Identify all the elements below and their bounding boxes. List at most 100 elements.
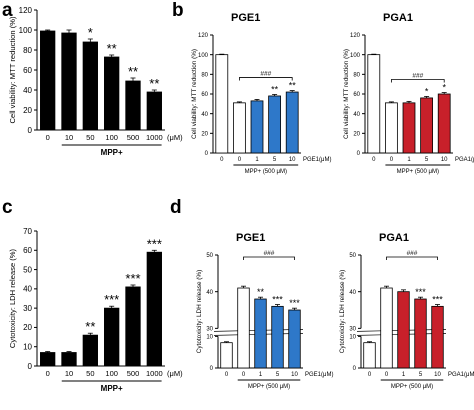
panel-a-1-unit-label: (μM) bbox=[167, 133, 183, 142]
panel-a-1-y-tick-label: 80 bbox=[23, 46, 32, 55]
panel-a-1-bar bbox=[40, 30, 56, 131]
panel-b-3-x-tick-label: 5 bbox=[425, 157, 429, 163]
panel-c-4-y-tick-label: 20 bbox=[23, 323, 32, 332]
panel-c-4-bar bbox=[125, 286, 141, 367]
panel-d-5-x-tick-label: 1 bbox=[259, 372, 263, 378]
panel-d-5-bar bbox=[288, 309, 301, 369]
panel-a-1-bar bbox=[104, 56, 120, 131]
panel-b-2-bar bbox=[233, 102, 246, 154]
panel-b-3-y-tick-label: 20 bbox=[353, 131, 360, 137]
panel-d-5-significance-mark: *** bbox=[289, 298, 300, 308]
panel-b-2-significance-mark: ** bbox=[289, 81, 297, 91]
panel-d-5-y-tick-label: 30 bbox=[206, 326, 213, 332]
panel-a-1-bar bbox=[61, 32, 77, 131]
panel-d-5-group-label: MPP+ (500 μM) bbox=[248, 384, 290, 390]
panel-d-6-x-tick-label: 0 bbox=[385, 372, 389, 378]
panel-b-3-significance-mark: * bbox=[425, 86, 429, 96]
panel-d-6-y-tick-label: 10 bbox=[349, 334, 356, 340]
panel-d-5-y-axis-title: Cytotoxicity: LDH release (%) bbox=[196, 270, 203, 353]
panel-d-6-y-axis-title: Cytotoxicity: LDH release (%) bbox=[339, 270, 346, 353]
panel-d-5-x-tick-label: 0 bbox=[242, 372, 246, 378]
panel-d-6-bar bbox=[414, 298, 427, 369]
panel-b-3-bar bbox=[437, 93, 451, 154]
panel-c-4-y-tick-label: 50 bbox=[23, 265, 32, 274]
panel-b-3-title: PGA1 bbox=[383, 12, 413, 24]
panel-b-3-y-tick-label: 120 bbox=[350, 33, 361, 39]
panel-b-3-bracket bbox=[390, 79, 445, 83]
panel-d-6-x-tick-label: 1 bbox=[402, 372, 406, 378]
panel-b-3-y-tick-label: 40 bbox=[353, 112, 360, 118]
panel-b-2-x-tick-label: 1 bbox=[255, 157, 259, 163]
panel-b-2-bar bbox=[215, 54, 229, 154]
panel-a-1-bar bbox=[82, 41, 98, 131]
panel-c-4-x-tick-label: 1000 bbox=[146, 369, 163, 378]
panel-c-4-x-tick-label: 0 bbox=[46, 369, 50, 378]
panel-c-4-bar bbox=[61, 352, 77, 367]
panel-a-1-x-tick-label: 1000 bbox=[146, 133, 163, 142]
panel-c-4-x-tick-label: 100 bbox=[105, 369, 118, 378]
panel-b-2-y-tick-label: 100 bbox=[198, 53, 209, 59]
panel-d-6-y-tick-label: 30 bbox=[349, 326, 356, 332]
panel-d-5-treatment-label: PGE1(μM) bbox=[305, 372, 333, 378]
panel-b-3-significance-mark: * bbox=[442, 83, 446, 93]
panel-a-1-y-tick-label: 60 bbox=[23, 66, 32, 75]
panel-b-2-bar bbox=[285, 91, 299, 154]
panel-letter-c: c bbox=[2, 197, 13, 218]
panel-a-1-group-label: MPP+ bbox=[101, 148, 123, 157]
panel-d-6-title: PGA1 bbox=[379, 232, 409, 244]
panel-d-5-significance-mark: *** bbox=[272, 295, 283, 305]
panel-d-6-significance-mark: *** bbox=[415, 287, 426, 297]
panel-b-3-bar bbox=[420, 97, 433, 154]
panel-d-6-bracket-label: ### bbox=[407, 250, 418, 257]
panel-b-2-treatment-label: PGE1(μM) bbox=[303, 157, 331, 163]
panel-d-5-significance-mark: ** bbox=[257, 287, 265, 297]
panel-b-3-x-tick-label: 0 bbox=[372, 157, 376, 163]
panel-a-1-bar bbox=[146, 91, 162, 131]
panel-b-2-title: PGE1 bbox=[231, 12, 260, 24]
panel-a-1-y-tick-label: 100 bbox=[19, 26, 33, 35]
panel-a-1-y-tick-label: 120 bbox=[19, 6, 33, 15]
panel-d-5-bracket-label: ### bbox=[264, 250, 275, 257]
panel-c-4-significance-mark: *** bbox=[104, 292, 119, 307]
panel-b-3-y-tick-label: 100 bbox=[350, 53, 361, 59]
panel-d-6-group-label: MPP+ (500 μM) bbox=[391, 384, 433, 390]
panel-a-1-x-tick-label: 0 bbox=[46, 133, 50, 142]
panel-b-3-bar bbox=[367, 54, 381, 154]
panel-letter-b: b bbox=[172, 0, 184, 21]
panel-b-2-y-tick-label: 20 bbox=[201, 131, 208, 137]
panel-a-1-x-tick-label: 100 bbox=[105, 133, 118, 142]
panel-c-4-y-tick-label: 10 bbox=[23, 343, 32, 352]
panel-a-1-significance-mark: * bbox=[88, 25, 93, 40]
panel-b-2-significance-mark: ** bbox=[271, 84, 279, 94]
panel-a-1-y-tick-label: 20 bbox=[23, 106, 32, 115]
panel-b-2-x-tick-label: 5 bbox=[273, 157, 277, 163]
panel-a-1-significance-mark: ** bbox=[128, 64, 138, 79]
panel-b-2-bar bbox=[268, 95, 281, 154]
panel-b-3-x-tick-label: 0 bbox=[390, 157, 394, 163]
panel-b-2-y-tick-label: 60 bbox=[201, 92, 208, 98]
panel-d-5-bar bbox=[271, 305, 284, 369]
panel-b-3-y-tick-label: 80 bbox=[353, 72, 360, 78]
panel-d-6-bar bbox=[431, 305, 444, 369]
panel-c-4-y-tick-label: 70 bbox=[23, 227, 32, 236]
panel-b-2-bar bbox=[250, 100, 264, 154]
panel-d-6-x-tick-label: 0 bbox=[368, 372, 372, 378]
panel-c-4-y-tick-label: 40 bbox=[23, 285, 32, 294]
panel-d-6-significance-mark: *** bbox=[432, 295, 443, 305]
panel-b-2-y-tick-label: 0 bbox=[205, 151, 209, 157]
panel-c-4-bar bbox=[104, 307, 120, 367]
panel-b-3-y-axis-title: Cell viability: MTT reduction (%) bbox=[343, 49, 350, 139]
panel-b-3-y-tick-label: 60 bbox=[353, 92, 360, 98]
panel-d-6-y-tick-label: 0 bbox=[353, 366, 357, 372]
panel-d-5-x-tick-label: 5 bbox=[276, 372, 280, 378]
panel-c-4-y-tick-label: 30 bbox=[23, 304, 32, 313]
panel-a-1-x-tick-label: 500 bbox=[127, 133, 140, 142]
panel-c-4-y-tick-label: 60 bbox=[23, 246, 32, 255]
panel-c-4-x-tick-label: 10 bbox=[65, 369, 73, 378]
panel-d-6-bar bbox=[397, 291, 410, 369]
panel-b-3-group-label: MPP+ (500 μM) bbox=[397, 169, 439, 175]
panel-c-4-significance-mark: *** bbox=[125, 271, 140, 286]
panel-d-6-bar bbox=[380, 287, 393, 369]
panel-d-5-bar bbox=[237, 287, 250, 369]
